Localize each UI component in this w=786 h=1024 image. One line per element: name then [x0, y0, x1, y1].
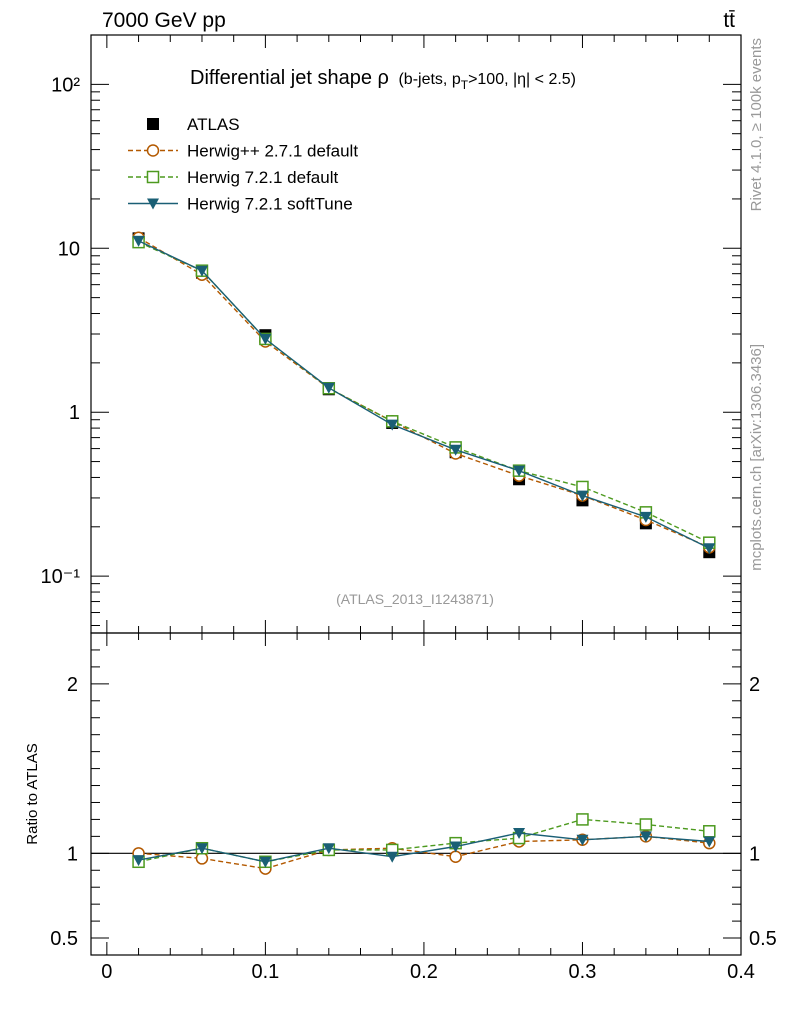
x-tick-label: 0	[101, 961, 112, 983]
data-point	[703, 825, 716, 838]
series-line	[138, 237, 710, 548]
x-tick-label: 0.3	[569, 961, 597, 983]
data-point	[132, 855, 145, 867]
y-tick-label-right: 1	[749, 843, 760, 865]
y-tick-label: 1	[69, 402, 80, 424]
y-tick-label-right: 0.5	[749, 928, 777, 950]
ratio-plot-series	[132, 813, 716, 875]
legend: ATLAS Herwig++ 2.7.1 default Herwig 7.2.1 …	[128, 115, 358, 214]
data-point	[639, 511, 652, 523]
data-point	[259, 856, 272, 868]
y-tick-label: 10²	[51, 74, 80, 96]
data-point	[449, 850, 462, 863]
x-tick-label: 0.2	[410, 961, 438, 983]
legend-label: Herwig 7.2.1 default	[187, 168, 338, 187]
data-point	[576, 813, 589, 826]
main-axis-ticks: 10⁻¹ 1 10 10²	[41, 34, 742, 633]
data-point	[322, 382, 335, 394]
analysis-watermark: (ATLAS_2013_I1243871)	[336, 591, 494, 607]
data-point	[513, 465, 526, 477]
legend-label: Herwig 7.2.1 softTune	[187, 195, 353, 214]
data-point	[146, 144, 160, 157]
data-point	[147, 118, 159, 130]
source-label: mcplots.cern.ch [arXiv:1306.3436]	[748, 344, 765, 571]
data-point	[195, 843, 208, 855]
chart-title: Differential jet shape ρ (b-jets, pT>100…	[190, 67, 576, 92]
data-point	[576, 834, 589, 846]
data-point	[513, 827, 526, 839]
legend-label: Herwig++ 2.7.1 default	[187, 142, 358, 161]
ratio-y-axis-label: Ratio to ATLAS	[24, 743, 41, 844]
series-line	[138, 240, 710, 549]
x-tick-label: 0.4	[727, 961, 755, 983]
data-point	[322, 843, 335, 855]
data-point	[449, 444, 462, 456]
data-point	[195, 852, 209, 865]
y-tick-label: 1	[67, 843, 78, 865]
y-tick-label-right: 2	[749, 674, 760, 696]
chart-title-sub-prefix: (b-jets, p	[398, 71, 460, 88]
legend-label: ATLAS	[187, 115, 240, 134]
data-point	[639, 818, 653, 831]
data-point	[703, 836, 716, 848]
data-point	[146, 170, 160, 184]
chart-title-subscript: T	[461, 78, 469, 92]
data-point	[147, 198, 159, 210]
data-point	[386, 419, 399, 431]
data-point	[195, 265, 208, 277]
chart-title-sub-suffix: >100, |η| < 2.5)	[468, 71, 576, 88]
data-point	[703, 543, 716, 555]
data-point	[576, 490, 589, 502]
data-point	[449, 841, 462, 853]
rivet-label: Rivet 4.1.0, ≥ 100k events	[748, 38, 765, 211]
data-point	[259, 333, 272, 345]
process-label: tt̄	[723, 9, 735, 32]
series-line	[138, 832, 710, 863]
y-tick-label: 2	[67, 674, 78, 696]
y-tick-label: 0.5	[50, 928, 78, 950]
x-tick-label: 0.1	[251, 961, 279, 983]
ratio-plot-frame	[90, 632, 742, 956]
y-tick-label: 10⁻¹	[41, 566, 81, 588]
series-line	[138, 818, 710, 863]
series-line	[138, 241, 710, 544]
data-point	[132, 235, 145, 247]
chart-title-main: Differential jet shape ρ	[190, 67, 389, 89]
main-plot-series	[132, 231, 716, 559]
data-point	[639, 831, 652, 843]
data-point	[386, 851, 399, 863]
y-tick-label: 10	[58, 238, 80, 260]
ratio-axis-ticks: 0 0.1 0.2 0.3 0.4 0.5 0.5 1 1 2 2	[50, 632, 777, 983]
energy-label: 7000 GeV pp	[102, 9, 226, 32]
